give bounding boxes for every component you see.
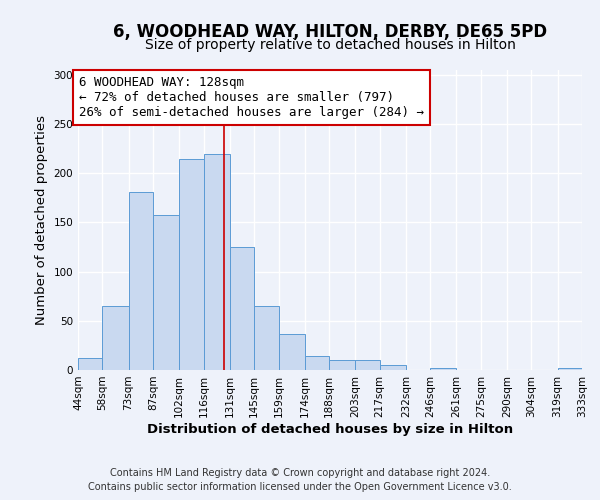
Bar: [305, 356, 329, 370]
Bar: [329, 360, 355, 370]
Bar: [230, 247, 254, 370]
Bar: [78, 358, 103, 370]
Text: Size of property relative to detached houses in Hilton: Size of property relative to detached ho…: [145, 38, 515, 52]
Bar: [103, 306, 128, 370]
Bar: [128, 192, 153, 370]
Bar: [254, 306, 278, 370]
Bar: [430, 368, 457, 370]
Text: Contains HM Land Registry data © Crown copyright and database right 2024.: Contains HM Land Registry data © Crown c…: [110, 468, 490, 477]
Bar: [179, 158, 203, 370]
Text: 6 WOODHEAD WAY: 128sqm
← 72% of detached houses are smaller (797)
26% of semi-de: 6 WOODHEAD WAY: 128sqm ← 72% of detached…: [79, 76, 424, 119]
Bar: [278, 334, 305, 370]
Bar: [557, 368, 582, 370]
Bar: [380, 365, 406, 370]
Text: Contains public sector information licensed under the Open Government Licence v3: Contains public sector information licen…: [88, 482, 512, 492]
Bar: [153, 214, 179, 370]
Bar: [355, 360, 380, 370]
X-axis label: Distribution of detached houses by size in Hilton: Distribution of detached houses by size …: [147, 422, 513, 436]
Y-axis label: Number of detached properties: Number of detached properties: [35, 115, 48, 325]
Text: 6, WOODHEAD WAY, HILTON, DERBY, DE65 5PD: 6, WOODHEAD WAY, HILTON, DERBY, DE65 5PD: [113, 22, 547, 40]
Bar: [203, 154, 230, 370]
